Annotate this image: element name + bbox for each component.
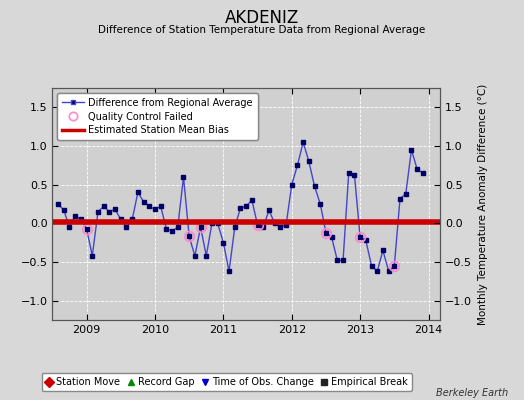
Y-axis label: Monthly Temperature Anomaly Difference (°C): Monthly Temperature Anomaly Difference (…	[477, 83, 487, 325]
Text: Difference of Station Temperature Data from Regional Average: Difference of Station Temperature Data f…	[99, 25, 425, 35]
Legend: Difference from Regional Average, Quality Control Failed, Estimated Station Mean: Difference from Regional Average, Qualit…	[57, 93, 258, 140]
Text: Berkeley Earth: Berkeley Earth	[436, 388, 508, 398]
Text: AKDENIZ: AKDENIZ	[225, 9, 299, 27]
Legend: Station Move, Record Gap, Time of Obs. Change, Empirical Break: Station Move, Record Gap, Time of Obs. C…	[41, 373, 412, 391]
